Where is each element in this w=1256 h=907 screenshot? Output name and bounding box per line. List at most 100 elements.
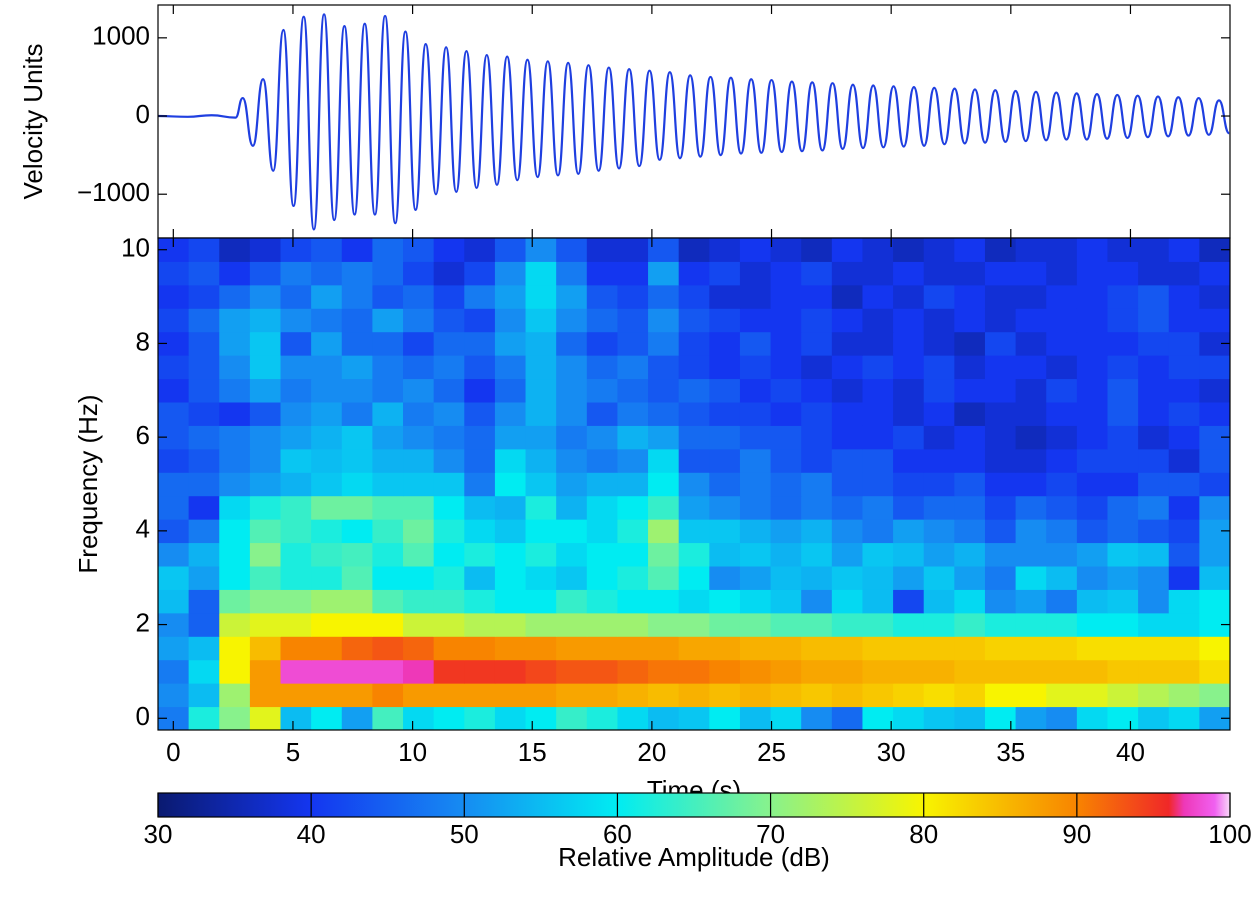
heatmap-cell (1138, 472, 1169, 496)
heatmap-cell (281, 636, 312, 660)
heatmap-cell (1138, 543, 1169, 567)
heatmap-cell (1199, 402, 1230, 426)
heatmap-cell (556, 519, 587, 543)
heatmap-cell (1169, 472, 1200, 496)
heatmap-cell (1169, 238, 1200, 262)
heatmap-cell (985, 636, 1016, 660)
heatmap-cell (587, 566, 618, 590)
heatmap-cell (617, 355, 648, 379)
heatmap-cell (1138, 683, 1169, 707)
heatmap-cell (862, 543, 893, 567)
heatmap-cell (189, 660, 220, 684)
heatmap-cell (372, 355, 403, 379)
heatmap-cell (372, 379, 403, 403)
heatmap-cell (709, 355, 740, 379)
heatmap-cell (250, 355, 281, 379)
y-tick-label: 2 (136, 607, 150, 637)
heatmap-cell (464, 238, 495, 262)
heatmap-cell (189, 496, 220, 520)
heatmap-cell (311, 543, 342, 567)
heatmap-cell (526, 332, 557, 356)
heatmap-cell (1046, 496, 1077, 520)
heatmap-cell (893, 496, 924, 520)
heatmap-cell (464, 519, 495, 543)
heatmap-cell (1077, 496, 1108, 520)
heatmap-cell (617, 683, 648, 707)
heatmap-cell (464, 402, 495, 426)
heatmap-cell (1046, 308, 1077, 332)
heatmap-cell (158, 402, 189, 426)
heatmap-cell (648, 589, 679, 613)
heatmap-cell (679, 355, 710, 379)
heatmap-cell (954, 566, 985, 590)
heatmap-cell (1046, 261, 1077, 285)
heatmap-cell (1046, 636, 1077, 660)
y-tick-label: 0 (136, 99, 150, 129)
heatmap-cell (434, 707, 465, 731)
heatmap-cell (372, 308, 403, 332)
heatmap-cell (219, 332, 250, 356)
heatmap-cell (679, 636, 710, 660)
heatmap-cell (954, 636, 985, 660)
heatmap-cell (434, 425, 465, 449)
heatmap-cell (924, 449, 955, 473)
heatmap-cell (281, 425, 312, 449)
heatmap-cell (403, 285, 434, 309)
heatmap-cell (985, 519, 1016, 543)
heatmap-cell (1077, 402, 1108, 426)
heatmap-cell (189, 589, 220, 613)
heatmap-cell (679, 543, 710, 567)
heatmap-cell (1107, 261, 1138, 285)
heatmap-cell (1077, 238, 1108, 262)
colorbar (158, 793, 1230, 817)
heatmap-cell (189, 355, 220, 379)
heatmap-cell (1046, 449, 1077, 473)
heatmap-cell (862, 660, 893, 684)
heatmap-cell (862, 707, 893, 731)
heatmap-cell (1138, 238, 1169, 262)
heatmap-cell (434, 543, 465, 567)
heatmap-cell (985, 285, 1016, 309)
heatmap-cell (526, 683, 557, 707)
heatmap-cell (954, 355, 985, 379)
heatmap-cell (587, 332, 618, 356)
heatmap-cell (434, 613, 465, 637)
heatmap-cell (740, 308, 771, 332)
heatmap-cell (985, 472, 1016, 496)
heatmap-cell (617, 543, 648, 567)
heatmap-cell (434, 566, 465, 590)
heatmap-cell (709, 238, 740, 262)
heatmap-cell (372, 543, 403, 567)
heatmap-cell (495, 402, 526, 426)
heatmap-cell (372, 636, 403, 660)
heatmap-cell (1169, 379, 1200, 403)
heatmap-cell (342, 636, 373, 660)
heatmap-cell (526, 589, 557, 613)
heatmap-cell (801, 402, 832, 426)
heatmap-cell (985, 308, 1016, 332)
colorbar-tick-label: 50 (450, 819, 479, 849)
heatmap-cell (954, 543, 985, 567)
heatmap-cell (648, 402, 679, 426)
heatmap-cell (648, 472, 679, 496)
heatmap-cell (1169, 566, 1200, 590)
heatmap-cell (893, 566, 924, 590)
heatmap-cell (679, 308, 710, 332)
heatmap-cell (740, 636, 771, 660)
heatmap-cell (985, 449, 1016, 473)
y-tick-label: 6 (136, 420, 150, 450)
heatmap-cell (1077, 472, 1108, 496)
heatmap-cell (158, 660, 189, 684)
heatmap-cell (556, 613, 587, 637)
heatmap-cell (342, 566, 373, 590)
heatmap-cell (924, 402, 955, 426)
heatmap-cell (403, 660, 434, 684)
heatmap-cell (1046, 660, 1077, 684)
heatmap-cell (985, 402, 1016, 426)
heatmap-cell (617, 472, 648, 496)
colorbar-tick-label: 40 (297, 819, 326, 849)
heatmap-cell (832, 285, 863, 309)
heatmap-cell (648, 519, 679, 543)
heatmap-cell (281, 543, 312, 567)
heatmap-cell (709, 589, 740, 613)
